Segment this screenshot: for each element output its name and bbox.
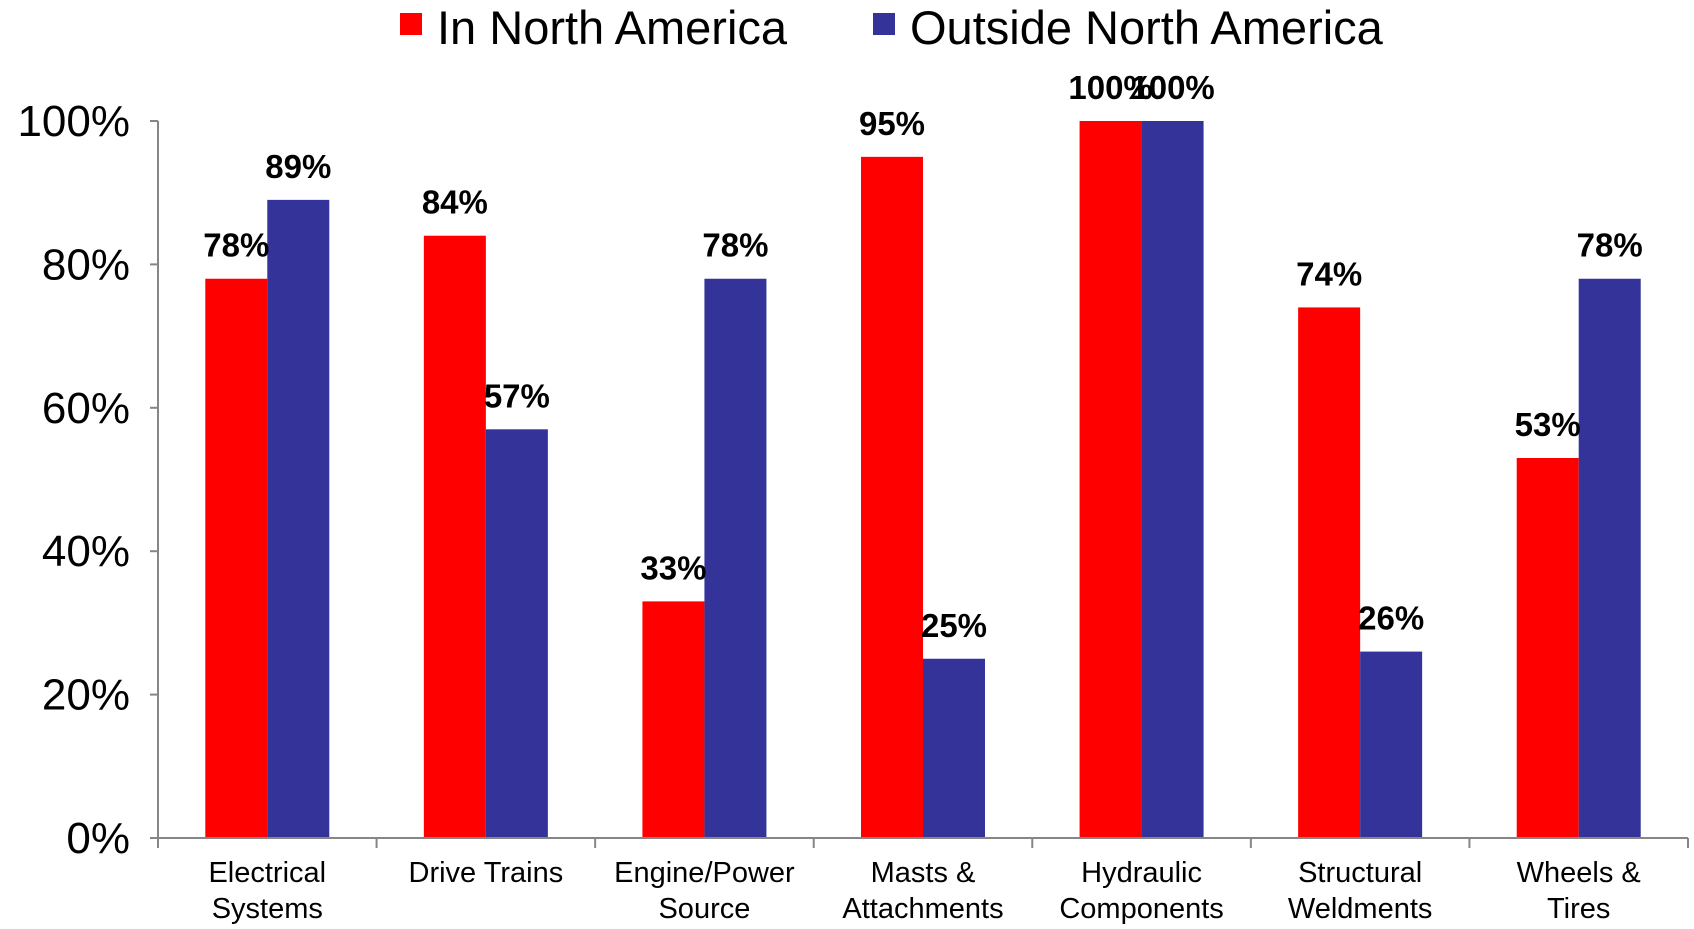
y-axis: 0% 20% 40% 60% 80% 100% bbox=[17, 97, 159, 863]
x-tick-label: Structural Weldments bbox=[1288, 857, 1433, 925]
data-label: 53% bbox=[1515, 406, 1581, 443]
y-tick-label: 100% bbox=[17, 97, 130, 146]
x-tick-label-line: Wheels & bbox=[1517, 857, 1641, 889]
legend-label: Outside North America bbox=[910, 1, 1384, 54]
x-tick-label-line: Electrical bbox=[208, 857, 326, 889]
bar bbox=[1298, 307, 1361, 838]
bar bbox=[205, 278, 268, 838]
bar bbox=[1141, 121, 1204, 838]
y-tick-label: 0% bbox=[66, 814, 130, 863]
x-tick-label-line: Hydraulic bbox=[1081, 857, 1202, 889]
x-tick-label-line: Systems bbox=[212, 893, 323, 925]
bar bbox=[485, 429, 548, 838]
bar bbox=[861, 156, 923, 839]
x-axis: Electrical Systems Drive Trains Engine/Powe… bbox=[157, 837, 1689, 925]
legend-swatch bbox=[873, 13, 895, 35]
x-tick-label-line: Attachments bbox=[842, 893, 1003, 925]
data-label: 74% bbox=[1296, 255, 1362, 292]
legend-label: In North America bbox=[437, 1, 788, 54]
data-label: 26% bbox=[1358, 600, 1424, 637]
x-tick-label-line: Source bbox=[658, 893, 750, 925]
y-tick-label: 60% bbox=[42, 384, 130, 433]
x-tick-label-line: Drive Trains bbox=[409, 857, 564, 889]
bar bbox=[704, 278, 767, 838]
data-label: 78% bbox=[702, 227, 768, 264]
x-tick-label: Drive Trains bbox=[409, 857, 564, 889]
data-label: 78% bbox=[203, 227, 269, 264]
bar bbox=[1578, 278, 1641, 838]
data-label: 78% bbox=[1577, 227, 1643, 264]
x-tick-label-line: Tires bbox=[1547, 893, 1610, 925]
x-tick-label-line: Weldments bbox=[1288, 893, 1433, 925]
data-labels: 78% 84% 33% 95% 100% 74% 53% 89% 57% 78% 25% 100% 26… bbox=[203, 69, 1642, 644]
x-tick-label: Hydraulic Components bbox=[1059, 857, 1223, 925]
x-tick-label: Engine/Power Source bbox=[614, 857, 795, 925]
bar bbox=[1516, 457, 1579, 838]
x-tick-label-line: Components bbox=[1059, 893, 1223, 925]
data-label: 57% bbox=[484, 377, 550, 414]
bar bbox=[1360, 651, 1423, 838]
bar bbox=[923, 658, 985, 838]
x-tick-label-line: Masts & bbox=[871, 857, 976, 889]
bar bbox=[1079, 121, 1142, 838]
y-tick-label: 20% bbox=[42, 671, 130, 720]
data-label: 100% bbox=[1130, 69, 1214, 106]
x-tick-label-line: Engine/Power bbox=[614, 857, 795, 889]
data-label: 100% bbox=[1068, 69, 1152, 106]
data-label: 25% bbox=[921, 607, 987, 644]
data-label: 95% bbox=[859, 105, 925, 142]
data-label: 89% bbox=[265, 148, 331, 185]
bar bbox=[267, 199, 330, 838]
y-tick-label: 80% bbox=[42, 240, 130, 289]
legend-swatch bbox=[400, 13, 422, 35]
x-tick-label: Wheels & Tires bbox=[1517, 857, 1641, 925]
x-tick-label: Electrical Systems bbox=[208, 857, 326, 925]
x-tick-label-line: Structural bbox=[1298, 857, 1422, 889]
data-label: 84% bbox=[422, 184, 488, 221]
bar bbox=[423, 235, 486, 839]
y-tick-label: 40% bbox=[42, 527, 130, 576]
bars bbox=[205, 121, 1641, 839]
x-tick-label: Masts & Attachments bbox=[842, 857, 1003, 925]
bar bbox=[642, 601, 705, 838]
legend: In North America Outside North America bbox=[400, 1, 1384, 54]
data-label: 33% bbox=[640, 549, 706, 586]
